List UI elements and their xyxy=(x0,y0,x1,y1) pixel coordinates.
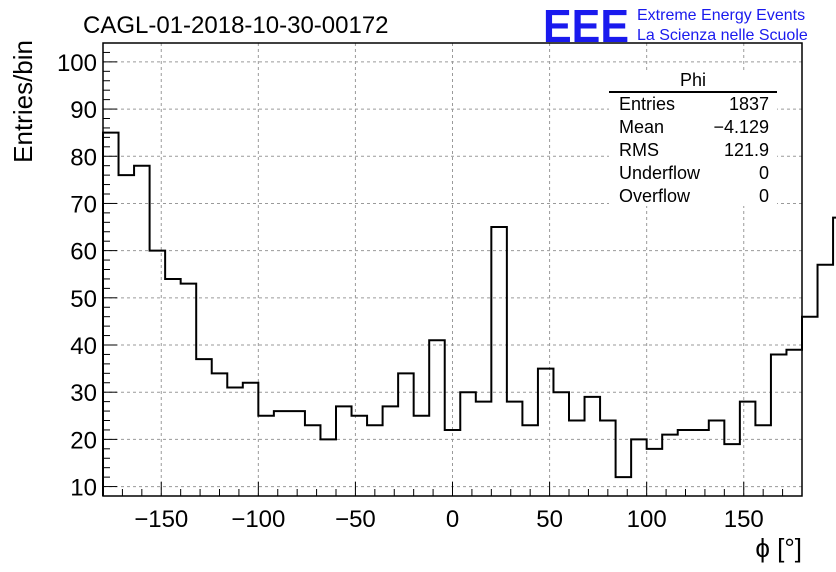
histogram-bin xyxy=(103,133,119,496)
histogram-bin xyxy=(243,383,259,496)
stats-row-label: RMS xyxy=(619,140,659,160)
histogram-bin xyxy=(227,387,243,496)
y-tick-label: 10 xyxy=(70,475,97,502)
histogram-bin xyxy=(647,449,663,496)
stats-row-value: 0 xyxy=(759,186,769,206)
histogram-bin xyxy=(336,406,352,496)
histogram-bin xyxy=(367,425,383,496)
stats-box: Phi Entries 1837 Mean −4.129 RMS 121.9 Underfl… xyxy=(609,70,777,206)
histogram-bin xyxy=(522,425,538,496)
histogram-bin xyxy=(150,251,166,496)
y-tick-label: 90 xyxy=(70,97,97,124)
histogram-bin xyxy=(507,402,523,496)
y-tick-label: 40 xyxy=(70,333,97,360)
stats-row-label: Underflow xyxy=(619,163,701,183)
stats-row-value: 0 xyxy=(759,163,769,183)
histogram-bin xyxy=(771,354,787,496)
grid-lines xyxy=(103,43,802,496)
stats-row-value: 121.9 xyxy=(724,140,769,160)
x-axis: −150 −100 −50 0 50 100 150 xyxy=(102,482,803,533)
histogram-bin xyxy=(383,406,399,496)
stats-row-label: Mean xyxy=(619,117,664,137)
histogram-bin xyxy=(134,166,150,496)
histogram-bin xyxy=(724,444,740,496)
histogram-bin xyxy=(429,340,445,496)
x-axis-label: ϕ [°] xyxy=(755,533,802,563)
x-tick-label: 150 xyxy=(724,506,764,533)
histogram-bin xyxy=(709,421,725,497)
y-tick-label: 60 xyxy=(70,239,97,266)
x-tick-label: 50 xyxy=(536,506,563,533)
logo-mark: EEE xyxy=(543,0,629,52)
y-axis-label: Entries/bin xyxy=(8,40,38,163)
histogram-bin xyxy=(305,425,321,496)
stats-box-title: Phi xyxy=(680,70,706,90)
stats-row-value: 1837 xyxy=(729,94,769,114)
y-tick-label: 70 xyxy=(70,191,97,218)
histogram-bin xyxy=(693,430,709,496)
histogram-bin xyxy=(616,477,632,496)
histogram-bin xyxy=(476,402,492,496)
x-tick-label: −50 xyxy=(335,506,376,533)
histogram-bin xyxy=(258,416,274,496)
chart-title: CAGL-01-2018-10-30-00172 xyxy=(83,12,389,39)
histogram-bin xyxy=(414,416,430,496)
stats-row-label: Overflow xyxy=(619,186,691,206)
histogram-bin xyxy=(460,392,476,496)
histogram-bin xyxy=(786,350,802,496)
x-tick-label: 100 xyxy=(627,506,667,533)
histogram-bin xyxy=(165,279,181,496)
histogram-bin xyxy=(740,402,756,496)
histogram-bin xyxy=(196,359,212,496)
x-tick-label: 0 xyxy=(446,506,459,533)
y-tick-label: 30 xyxy=(70,380,97,407)
logo: EEE Extreme Energy Events La Scienza nel… xyxy=(543,0,808,52)
stats-row-value: −4.129 xyxy=(713,117,769,137)
y-axis: 10 20 30 40 50 60 70 80 90 100 xyxy=(57,42,117,502)
histogram-bin xyxy=(600,421,616,497)
histogram-bin xyxy=(320,439,336,496)
histogram-bin xyxy=(491,227,507,496)
y-tick-label: 100 xyxy=(57,50,97,77)
stats-box-rows: Entries 1837 Mean −4.129 RMS 121.9 Underflow 0 O… xyxy=(619,94,769,206)
histogram-bin xyxy=(538,369,554,496)
histogram-bin xyxy=(755,425,771,496)
logo-line2: La Scienza nelle Scuole xyxy=(637,27,808,44)
histogram-bin xyxy=(585,397,601,496)
y-tick-label: 80 xyxy=(70,144,97,171)
histogram-bin xyxy=(553,392,569,496)
histogram-bin xyxy=(802,317,818,496)
logo-line1: Extreme Energy Events xyxy=(637,7,805,24)
y-tick-label: 50 xyxy=(70,286,97,313)
y-tick-label: 20 xyxy=(70,427,97,454)
histogram-bin xyxy=(289,411,305,496)
histogram-outline xyxy=(102,131,836,496)
histogram-bin xyxy=(818,265,834,496)
histogram-bin xyxy=(181,284,197,496)
histogram-bin xyxy=(119,175,135,496)
x-tick-label: −150 xyxy=(134,506,188,533)
histogram-bin xyxy=(352,416,368,496)
histogram-bin xyxy=(569,421,585,497)
x-tick-label: −100 xyxy=(231,506,285,533)
histogram-bin xyxy=(274,411,290,496)
histogram-bin xyxy=(631,439,647,496)
stats-row-label: Entries xyxy=(619,94,675,114)
